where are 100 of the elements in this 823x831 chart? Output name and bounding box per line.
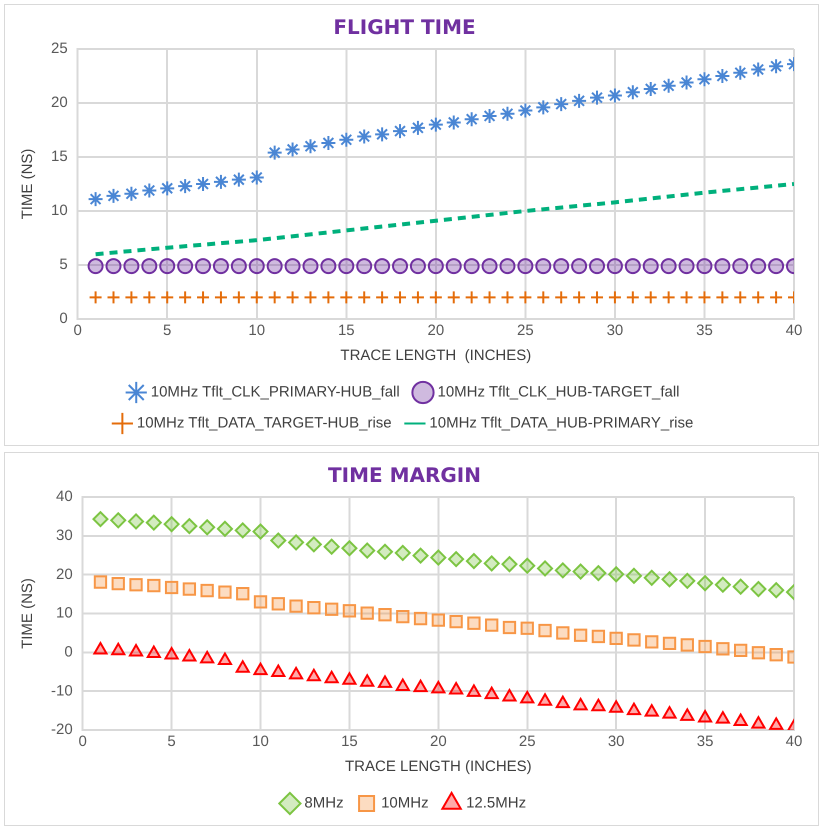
point <box>485 618 498 632</box>
point <box>88 290 103 304</box>
point <box>768 582 784 598</box>
point <box>662 636 676 650</box>
point <box>106 258 122 274</box>
point <box>324 602 338 616</box>
point <box>697 290 712 304</box>
point <box>750 62 766 78</box>
point <box>626 568 642 584</box>
point <box>359 542 376 559</box>
point <box>642 258 659 274</box>
point <box>608 566 624 582</box>
point <box>216 520 233 537</box>
point <box>306 536 322 552</box>
y-tick-label: 30 <box>56 526 73 544</box>
point <box>698 640 712 654</box>
point <box>181 518 198 534</box>
point <box>467 616 481 630</box>
point <box>644 704 659 717</box>
point <box>448 551 464 568</box>
point <box>590 290 604 304</box>
point <box>714 68 730 84</box>
point <box>266 144 283 161</box>
point <box>307 601 321 614</box>
point <box>610 632 623 646</box>
point <box>164 580 178 594</box>
point <box>770 648 783 662</box>
point <box>554 290 568 304</box>
point <box>378 608 392 622</box>
point <box>678 74 695 90</box>
point <box>714 258 730 274</box>
x-tick-label: 35 <box>696 322 713 340</box>
point <box>112 576 125 590</box>
x-tick-label: 30 <box>606 322 624 340</box>
point <box>248 258 265 274</box>
x-tick-label: 10 <box>252 733 269 750</box>
y-axis-title: TIME (NS) <box>19 148 36 220</box>
point <box>159 258 176 274</box>
point <box>714 576 731 593</box>
point <box>94 575 108 589</box>
point <box>502 620 516 634</box>
point <box>410 120 426 136</box>
point <box>88 258 104 274</box>
point <box>554 562 571 578</box>
point <box>446 258 462 274</box>
point <box>519 558 536 574</box>
point <box>266 258 283 274</box>
point <box>750 258 766 274</box>
point <box>482 290 497 304</box>
legend-label: 10MHz Tflt_CLK_HUB-TARGET_fall <box>437 384 680 401</box>
point <box>110 512 126 528</box>
legend-label: 10MHz Tflt_DATA_HUB-PRIMARY_rise <box>429 414 694 432</box>
point <box>499 258 516 274</box>
point <box>254 595 268 609</box>
point <box>751 716 766 729</box>
point <box>124 290 138 304</box>
point <box>396 610 410 624</box>
point <box>449 682 464 694</box>
point <box>626 290 640 304</box>
legend-label: 10MHz <box>381 794 429 812</box>
y-tick-label: 0 <box>59 310 68 328</box>
point <box>698 710 712 722</box>
point <box>268 290 282 304</box>
point <box>571 92 588 109</box>
point <box>484 555 500 572</box>
point <box>432 613 445 627</box>
point <box>339 290 354 304</box>
point <box>520 622 534 635</box>
point <box>376 544 393 560</box>
point <box>341 540 358 556</box>
point <box>360 674 374 687</box>
point <box>536 290 550 304</box>
point <box>195 258 212 274</box>
point <box>252 524 269 540</box>
chart-title: TIME MARGIN <box>328 463 481 488</box>
point <box>356 128 372 144</box>
point <box>164 647 179 660</box>
point <box>751 290 766 304</box>
point <box>92 511 108 528</box>
point <box>716 711 730 724</box>
point <box>680 290 694 304</box>
point <box>360 606 374 620</box>
legend-label: 10MHz Tflt_DATA_TARGET-HUB_rise <box>136 414 392 432</box>
point <box>627 633 641 647</box>
point <box>272 597 285 610</box>
point <box>553 258 570 274</box>
point <box>356 258 372 274</box>
point <box>591 698 606 712</box>
point <box>250 290 264 304</box>
point <box>412 548 429 564</box>
point <box>660 258 677 274</box>
point <box>88 191 104 208</box>
point <box>464 111 480 128</box>
point <box>662 706 677 719</box>
point <box>732 64 748 81</box>
y-tick-label: 10 <box>56 604 73 622</box>
point <box>141 182 158 198</box>
point <box>236 660 250 673</box>
point <box>538 624 552 638</box>
point <box>662 290 676 304</box>
